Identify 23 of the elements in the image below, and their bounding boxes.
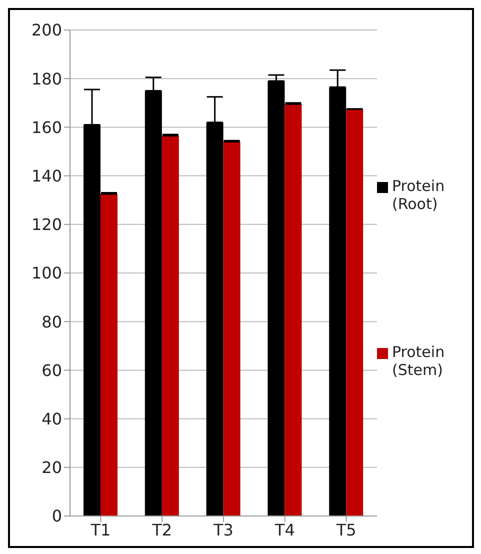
y-tick-label: 60 <box>42 360 62 380</box>
bar <box>100 194 118 516</box>
y-tick-label: 180 <box>31 69 62 88</box>
x-tick-label: T5 <box>335 520 356 540</box>
x-tick-label: T1 <box>90 520 111 540</box>
bar <box>284 104 302 516</box>
y-tick-label: 100 <box>31 264 62 283</box>
y-tick-label: 0 <box>52 506 62 526</box>
legend-label: Protein (Stem) <box>392 343 446 379</box>
y-tick-label: 80 <box>42 312 62 332</box>
y-tick-label: 120 <box>31 215 62 234</box>
y-tick-label: 140 <box>31 166 62 186</box>
x-tick-label: T4 <box>274 520 295 540</box>
y-tick-label: 160 <box>31 118 62 137</box>
bar <box>346 108 364 516</box>
x-tick-label: T3 <box>212 520 234 540</box>
bar <box>223 142 240 516</box>
legend-label: Protein (Root) <box>392 177 446 213</box>
x-tick-label: T2 <box>151 520 172 540</box>
bar <box>162 136 179 516</box>
y-tick-label: 20 <box>42 458 62 478</box>
y-tick-label: 40 <box>42 409 62 428</box>
y-tick-label: 200 <box>31 20 62 40</box>
